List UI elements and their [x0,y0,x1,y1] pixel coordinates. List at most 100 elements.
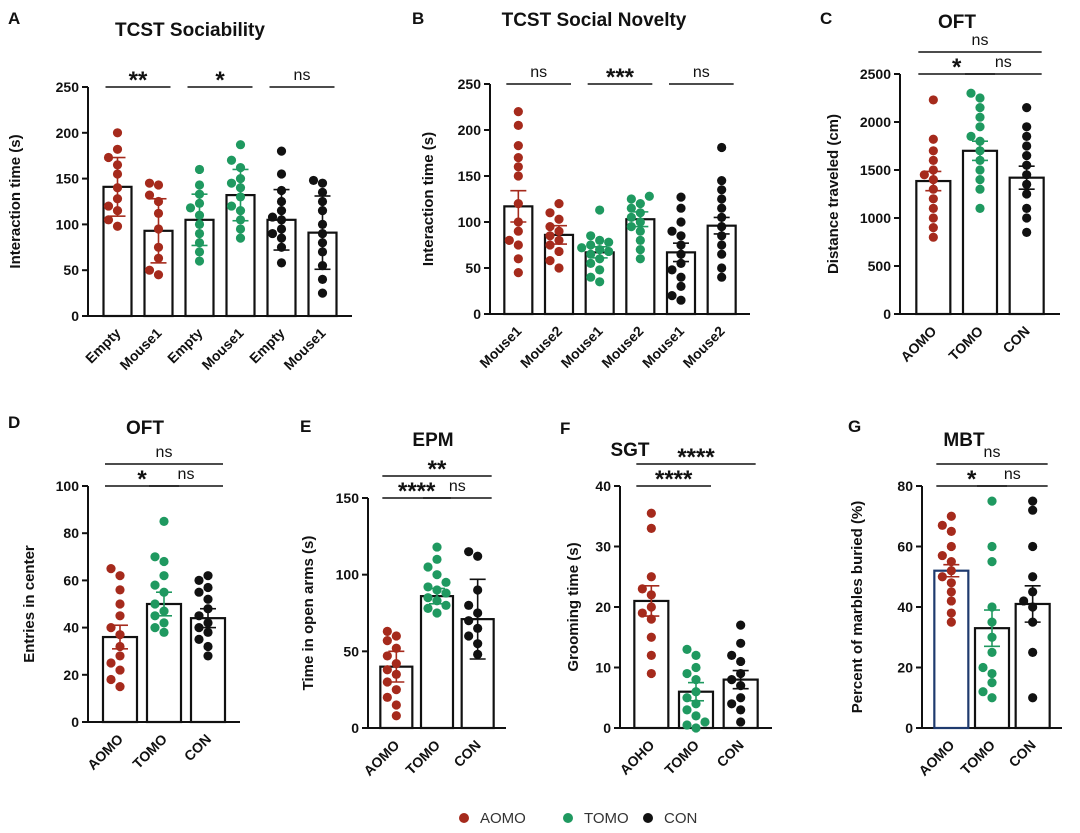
data-point [391,659,401,669]
data-point [736,717,746,727]
data-point [194,180,205,190]
data-point [513,141,523,151]
y-tick-label: 20 [595,599,611,615]
data-point [1022,213,1032,223]
bar-group [266,146,297,318]
data-point [159,587,169,597]
data-point [432,570,442,580]
significance-label: ns [693,64,710,81]
data-point [554,235,564,245]
data-point [103,152,114,163]
data-point [194,634,204,645]
data-point [382,651,392,661]
data-point [595,277,605,287]
data-point [717,231,727,241]
data-point [691,675,701,685]
bar-group [1008,103,1045,316]
data-point [691,723,701,733]
data-point [513,171,523,181]
data-point [112,160,123,170]
data-point [194,247,205,257]
data-point [676,203,686,213]
data-point [473,639,483,649]
data-point [391,685,401,695]
data-point [150,623,160,633]
data-point [1022,131,1032,141]
x-tick-label: Mouse1 [476,323,524,371]
data-point [235,215,246,225]
data-point [1028,617,1038,627]
data-point [276,258,287,268]
data-point [391,643,401,653]
data-point [1022,122,1032,132]
data-point [987,647,997,657]
data-point [1022,179,1032,189]
bar-group [102,128,133,318]
data-point [464,600,474,610]
data-point [676,249,686,259]
bar-group [706,142,737,316]
panel-a: A TCST Sociability 0 50 100 150 200 250 Interact… [7,9,352,373]
data-point [441,588,451,598]
data-point [1028,541,1038,552]
data-point [276,196,287,207]
bar-group [1014,496,1051,730]
x-tick-label: Mouse2 [598,323,646,371]
data-point [441,600,451,610]
data-point [928,223,938,233]
x-tick-label: TOMO [945,323,986,364]
y-tick-label: 200 [458,122,482,138]
data-point [946,557,956,567]
data-point [106,623,116,633]
data-point [946,526,956,536]
y-axis-label: Distance traveled (cm) [825,114,842,274]
data-point [1022,141,1032,151]
legend-label-aomo: AOMO [480,810,526,827]
y-tick-label: 60 [897,539,913,555]
data-point [391,700,401,710]
data-point [159,627,169,637]
data-point [975,184,985,194]
data-point [717,212,727,222]
data-point [153,224,164,234]
legend-label-con: CON [664,810,697,827]
data-point [691,687,701,697]
data-point [112,144,123,154]
data-point [144,190,155,200]
data-point [1028,602,1038,612]
data-point [975,112,985,122]
data-point [554,199,564,209]
data-point [432,585,442,595]
data-point [276,185,287,196]
x-tick-label: TOMO [402,737,443,778]
data-point [276,206,287,216]
y-tick-label: 250 [458,76,482,92]
data-point [317,261,328,271]
data-point [1028,505,1038,515]
data-point [464,631,474,641]
bar [961,149,999,316]
data-point [928,165,938,175]
data-point [975,146,985,156]
data-point [115,651,125,661]
data-point [928,95,938,105]
data-point [194,238,205,248]
data-point [736,668,746,679]
data-point [115,641,125,652]
data-point [987,617,997,627]
significance-label: ** [129,67,148,94]
bar-group [101,564,139,724]
data-point [115,585,125,595]
data-point [937,572,947,582]
data-point [682,668,692,679]
data-point [635,245,645,255]
panel-title: SGT [610,440,649,461]
data-point [276,215,287,225]
data-point [382,665,392,675]
significance-label: * [137,466,147,493]
y-tick-label: 80 [63,525,79,541]
data-point [423,562,433,572]
x-tick-label: Mouse1 [639,323,687,371]
bar-group [973,496,1011,730]
